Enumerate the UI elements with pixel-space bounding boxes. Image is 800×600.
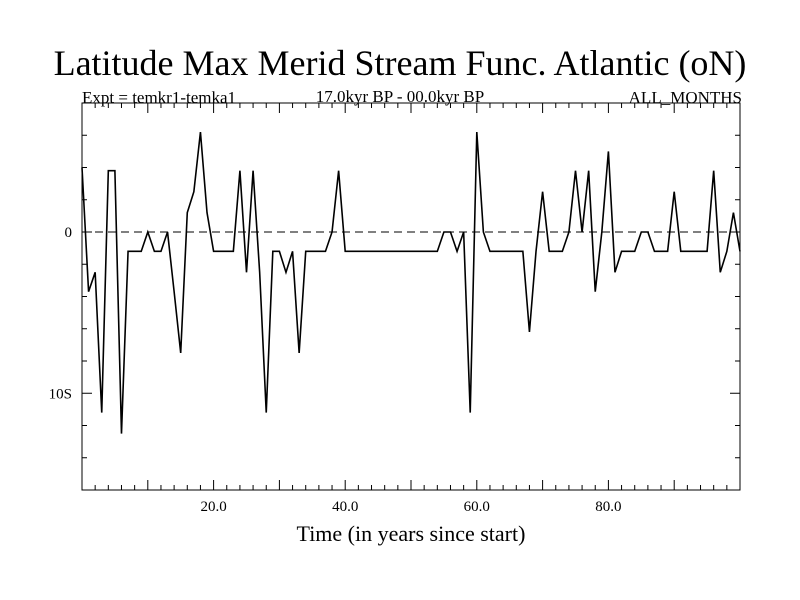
months-label: ALL_MONTHS xyxy=(628,88,742,107)
x-tick-label: 20.0 xyxy=(200,499,226,515)
x-tick-label: 60.0 xyxy=(464,499,490,515)
x-tick-label: 40.0 xyxy=(332,499,358,515)
data-points xyxy=(81,131,741,435)
x-axis-label: Time (in years since start) xyxy=(296,521,526,546)
y-tick-label: 0 xyxy=(65,225,73,241)
time-range-label: 17.0kyr BP - 00.0kyr BP xyxy=(315,87,485,106)
series-line xyxy=(81,131,741,434)
major-ticks xyxy=(82,103,740,490)
tick-labels: 20.0 40.0 60.0 80.0 0 10S xyxy=(49,225,622,515)
minor-ticks xyxy=(82,103,740,490)
experiment-label: Expt = temkr1-temka1 xyxy=(82,88,237,107)
plot-frame xyxy=(81,102,741,491)
y-tick-label: 10S xyxy=(49,386,72,402)
x-tick-label: 80.0 xyxy=(595,499,621,515)
chart-title: Latitude Max Merid Stream Func. Atlantic… xyxy=(53,43,747,83)
